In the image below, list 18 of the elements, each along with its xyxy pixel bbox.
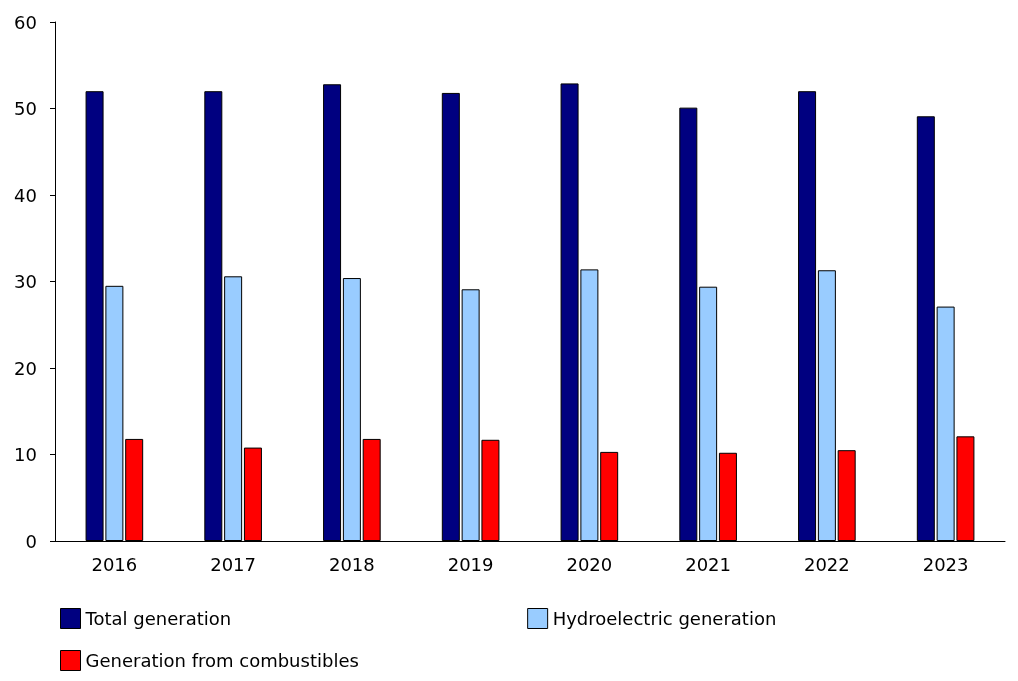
x-tick-label: 2020 [566,553,613,575]
y-tick-label: 40 [14,184,37,206]
x-tick-label: 2021 [685,553,732,575]
x-tick-label: 2017 [210,553,257,575]
y-tick-label: 50 [14,98,37,119]
y-tick-label: 60 [14,11,37,33]
y-tick-label: 0 [25,530,37,552]
legend-label: Generation from combustibles [85,650,359,671]
x-tick-label: 2016 [91,553,138,575]
legend-label: Hydroelectric generation [552,608,777,629]
legend-label: Total generation [84,608,232,629]
y-tick-label: 30 [14,271,37,292]
x-tick-label: 2019 [447,553,494,575]
y-tick-label: 20 [14,357,37,379]
x-tick-label: 2023 [922,553,969,575]
y-tick-label: 10 [14,444,37,465]
x-tick-label: 2022 [803,553,850,575]
x-tick-label: 2018 [328,553,375,575]
